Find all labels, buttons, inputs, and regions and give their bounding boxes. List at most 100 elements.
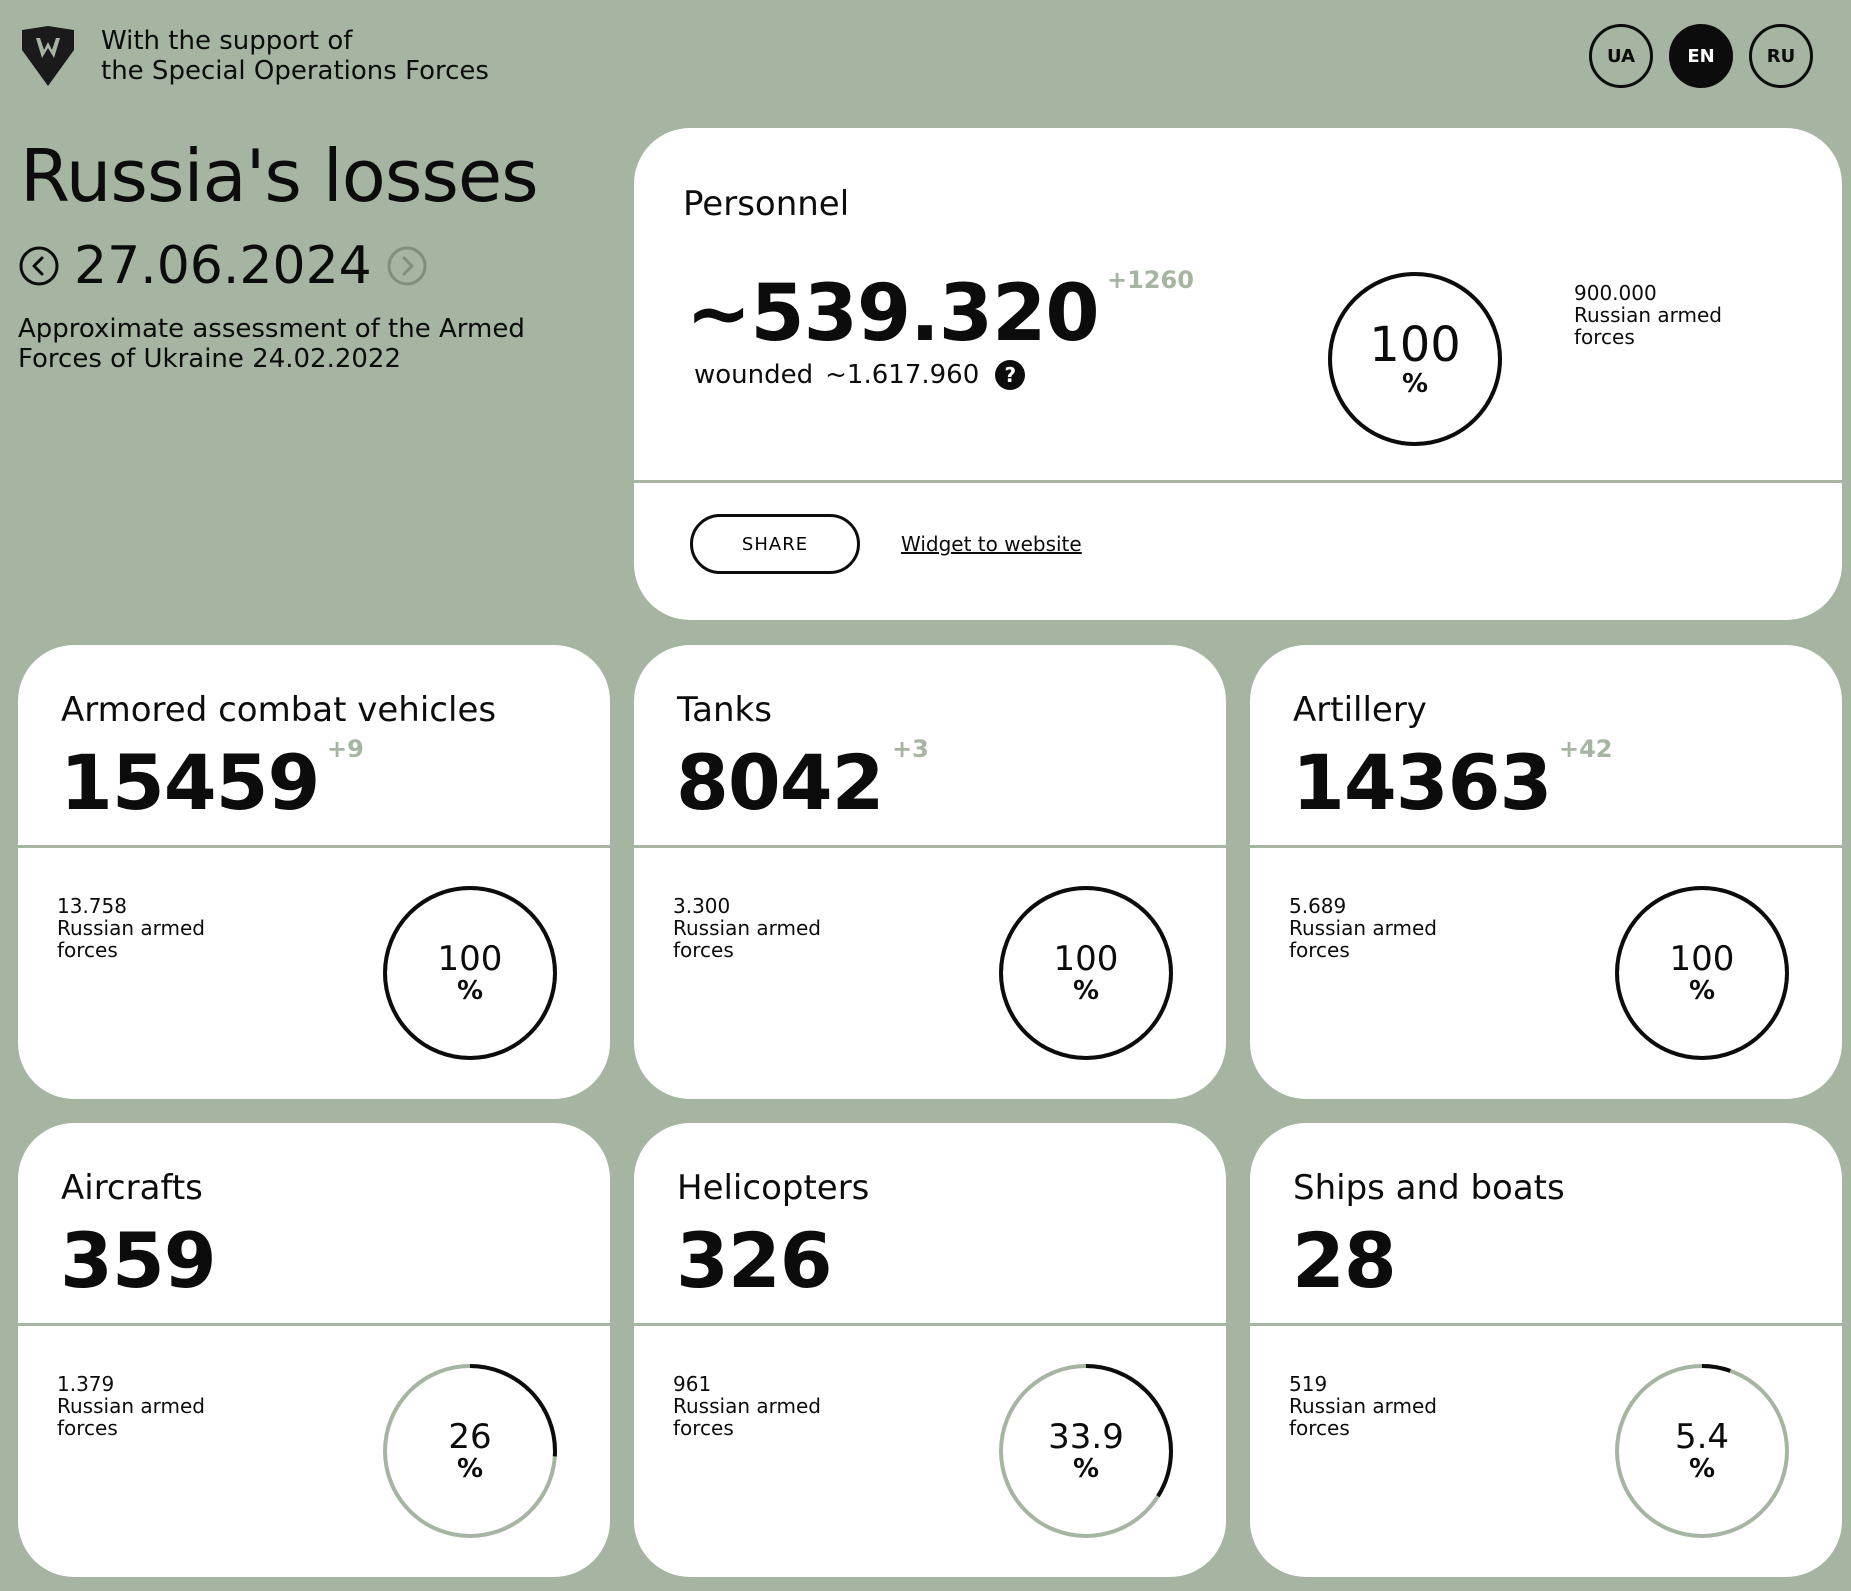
help-icon[interactable]: ? (995, 360, 1026, 390)
card-value: 8042 (676, 738, 885, 827)
armored-combat-vehicles-card: Armored combat vehicles 15459 +9 13.758 … (18, 645, 610, 1099)
card-value: 15459 (60, 738, 320, 827)
ships-and-boats-card: Ships and boats 28 519 Russian armed for… (1250, 1123, 1842, 1577)
support-line-1: With the support of (101, 26, 353, 56)
percent-unit: % (1072, 976, 1100, 1006)
card-divider (634, 480, 1842, 483)
next-date-icon[interactable] (386, 245, 428, 287)
ring-progress (1328, 272, 1502, 446)
current-date: 27.06.2024 (74, 236, 372, 296)
card-divider (18, 845, 610, 848)
reference-value: 13.758 (57, 894, 127, 918)
reference-label: Russian armed forces (57, 1394, 205, 1440)
ring-progress (1615, 1364, 1789, 1538)
card-divider (1250, 845, 1842, 848)
reference-value: 3.300 (673, 894, 731, 918)
card-delta: +9 (327, 735, 364, 763)
card-value: 359 (60, 1216, 217, 1305)
percent-unit: % (456, 1454, 484, 1484)
percent-ring: 33.9 % (996, 1361, 1176, 1541)
personnel-delta: +1260 (1107, 266, 1194, 294)
tanks-card: Tanks 8042 +3 3.300 Russian armed forces… (634, 645, 1226, 1099)
percent-ring: 5.4 % (1612, 1361, 1792, 1541)
card-divider (18, 1323, 610, 1326)
card-reference: 519 Russian armed forces (1289, 1373, 1449, 1439)
percent-value: 100 (437, 939, 503, 979)
reference-value: 5.689 (1289, 894, 1347, 918)
personnel-card: Personnel ~539.320 +1260 wounded ~1.617.… (634, 128, 1842, 620)
lang-ru-button[interactable]: RU (1749, 24, 1813, 88)
personnel-value: ~539.320 (686, 269, 1100, 359)
previous-date-icon[interactable] (18, 245, 60, 287)
personnel-percent-value: 100 (1369, 317, 1461, 373)
reference-label: Russian armed forces (1574, 303, 1722, 349)
percent-ring: 100 % (1612, 883, 1792, 1063)
ring-progress (999, 886, 1173, 1060)
wounded-row: wounded ~1.617.960 ? (694, 360, 1026, 390)
percent-value: 100 (1053, 939, 1119, 979)
percent-ring: 100 % (996, 883, 1176, 1063)
widget-to-website-link[interactable]: Widget to website (901, 532, 1082, 556)
lang-en-button[interactable]: EN (1669, 24, 1733, 88)
reference-value: 961 (673, 1372, 712, 1396)
card-title: Aircrafts (61, 1168, 203, 1208)
personnel-percent-unit: % (1401, 369, 1429, 399)
personnel-title: Personnel (683, 184, 850, 224)
card-title: Artillery (1293, 690, 1427, 730)
percent-unit: % (1688, 1454, 1716, 1484)
support-text: With the support of the Special Operatio… (101, 26, 489, 86)
reference-value: 1.379 (57, 1372, 115, 1396)
card-value: 326 (676, 1216, 833, 1305)
card-value: 14363 (1292, 738, 1552, 827)
percent-value: 26 (448, 1417, 492, 1457)
reference-label: Russian armed forces (673, 916, 821, 962)
share-button[interactable]: SHARE (690, 514, 860, 574)
card-divider (1250, 1323, 1842, 1326)
aircrafts-card: Aircrafts 359 1.379 Russian armed forces… (18, 1123, 610, 1577)
language-switcher: UA EN RU (1589, 24, 1813, 88)
wounded-value: ~1.617.960 (825, 360, 980, 390)
support-line-2: the Special Operations Forces (101, 56, 489, 86)
page-title: Russia's losses (20, 134, 539, 218)
ring-progress (383, 886, 557, 1060)
percent-value: 5.4 (1674, 1417, 1730, 1457)
card-reference: 5.689 Russian armed forces (1289, 895, 1449, 961)
date-navigator: 27.06.2024 (18, 238, 428, 294)
card-title: Ships and boats (1293, 1168, 1565, 1208)
card-title: Armored combat vehicles (61, 690, 497, 730)
card-title: Tanks (677, 690, 772, 730)
sso-logo-icon (18, 24, 78, 88)
card-delta: +42 (1559, 735, 1613, 763)
reference-label: Russian armed forces (673, 1394, 821, 1440)
reference-label: Russian armed forces (1289, 1394, 1437, 1440)
reference-label: Russian armed forces (1289, 916, 1437, 962)
percent-ring: 26 % (380, 1361, 560, 1541)
percent-ring: 100 % (380, 883, 560, 1063)
artillery-card: Artillery 14363 +42 5.689 Russian armed … (1250, 645, 1842, 1099)
percent-value: 33.9 (1048, 1417, 1124, 1457)
percent-unit: % (1688, 976, 1716, 1006)
helicopters-card: Helicopters 326 961 Russian armed forces… (634, 1123, 1226, 1577)
ring-progress (1615, 886, 1789, 1060)
lang-ua-button[interactable]: UA (1589, 24, 1653, 88)
personnel-percent-ring: 100 % (1325, 269, 1505, 449)
card-delta: +3 (892, 735, 929, 763)
percent-unit: % (456, 976, 484, 1006)
personnel-reference: 900.000 Russian armed forces (1574, 282, 1734, 348)
card-value: 28 (1292, 1216, 1397, 1305)
card-reference: 3.300 Russian armed forces (673, 895, 833, 961)
percent-value: 100 (1669, 939, 1735, 979)
card-divider (634, 1323, 1226, 1326)
card-reference: 13.758 Russian armed forces (57, 895, 217, 961)
percent-unit: % (1072, 1454, 1100, 1484)
wounded-label: wounded (694, 360, 814, 390)
reference-label: Russian armed forces (57, 916, 205, 962)
card-divider (634, 845, 1226, 848)
reference-value: 900.000 (1574, 281, 1657, 305)
page-subtitle: Approximate assessment of the Armed Forc… (18, 314, 525, 374)
ring-progress (999, 1364, 1173, 1538)
card-reference: 1.379 Russian armed forces (57, 1373, 217, 1439)
card-reference: 961 Russian armed forces (673, 1373, 833, 1439)
card-title: Helicopters (677, 1168, 870, 1208)
reference-value: 519 (1289, 1372, 1328, 1396)
